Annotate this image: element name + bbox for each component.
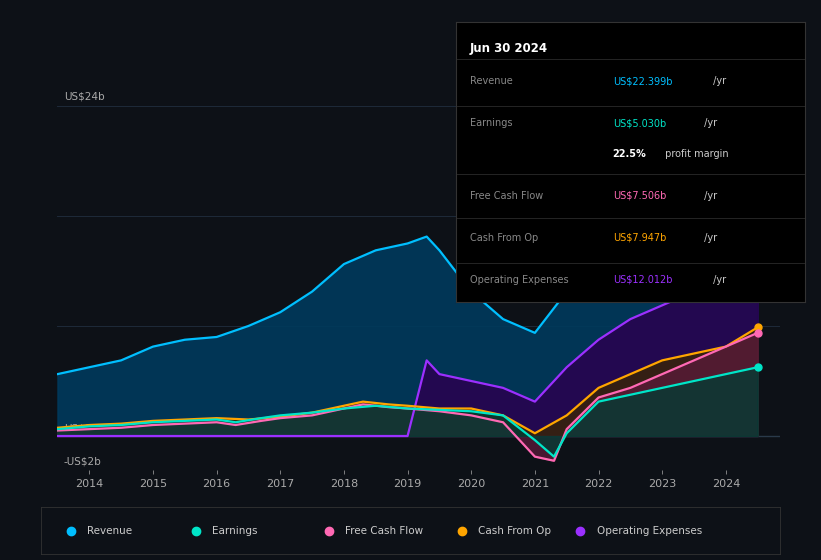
Text: Free Cash Flow: Free Cash Flow (346, 526, 424, 535)
Text: /yr: /yr (710, 76, 727, 86)
Text: US$12.012b: US$12.012b (612, 275, 672, 285)
Text: US$7.947b: US$7.947b (612, 233, 666, 243)
Text: US$5.030b: US$5.030b (612, 118, 666, 128)
Text: /yr: /yr (700, 233, 717, 243)
Text: Cash From Op: Cash From Op (470, 233, 538, 243)
Text: /yr: /yr (700, 191, 717, 201)
Text: Operating Expenses: Operating Expenses (470, 275, 568, 285)
Text: US$0: US$0 (64, 423, 91, 433)
Text: Earnings: Earnings (470, 118, 512, 128)
Text: /yr: /yr (710, 275, 727, 285)
Text: Revenue: Revenue (87, 526, 132, 535)
Text: Earnings: Earnings (213, 526, 258, 535)
Text: Free Cash Flow: Free Cash Flow (470, 191, 543, 201)
Text: US$24b: US$24b (64, 92, 104, 102)
Text: US$22.399b: US$22.399b (612, 76, 672, 86)
Text: Operating Expenses: Operating Expenses (597, 526, 702, 535)
Text: 22.5%: 22.5% (612, 149, 646, 159)
Text: profit margin: profit margin (662, 149, 728, 159)
Text: /yr: /yr (700, 118, 717, 128)
Text: Jun 30 2024: Jun 30 2024 (470, 42, 548, 55)
Text: US$7.506b: US$7.506b (612, 191, 666, 201)
Text: Revenue: Revenue (470, 76, 512, 86)
Text: -US$2b: -US$2b (64, 456, 102, 466)
Text: Cash From Op: Cash From Op (479, 526, 552, 535)
